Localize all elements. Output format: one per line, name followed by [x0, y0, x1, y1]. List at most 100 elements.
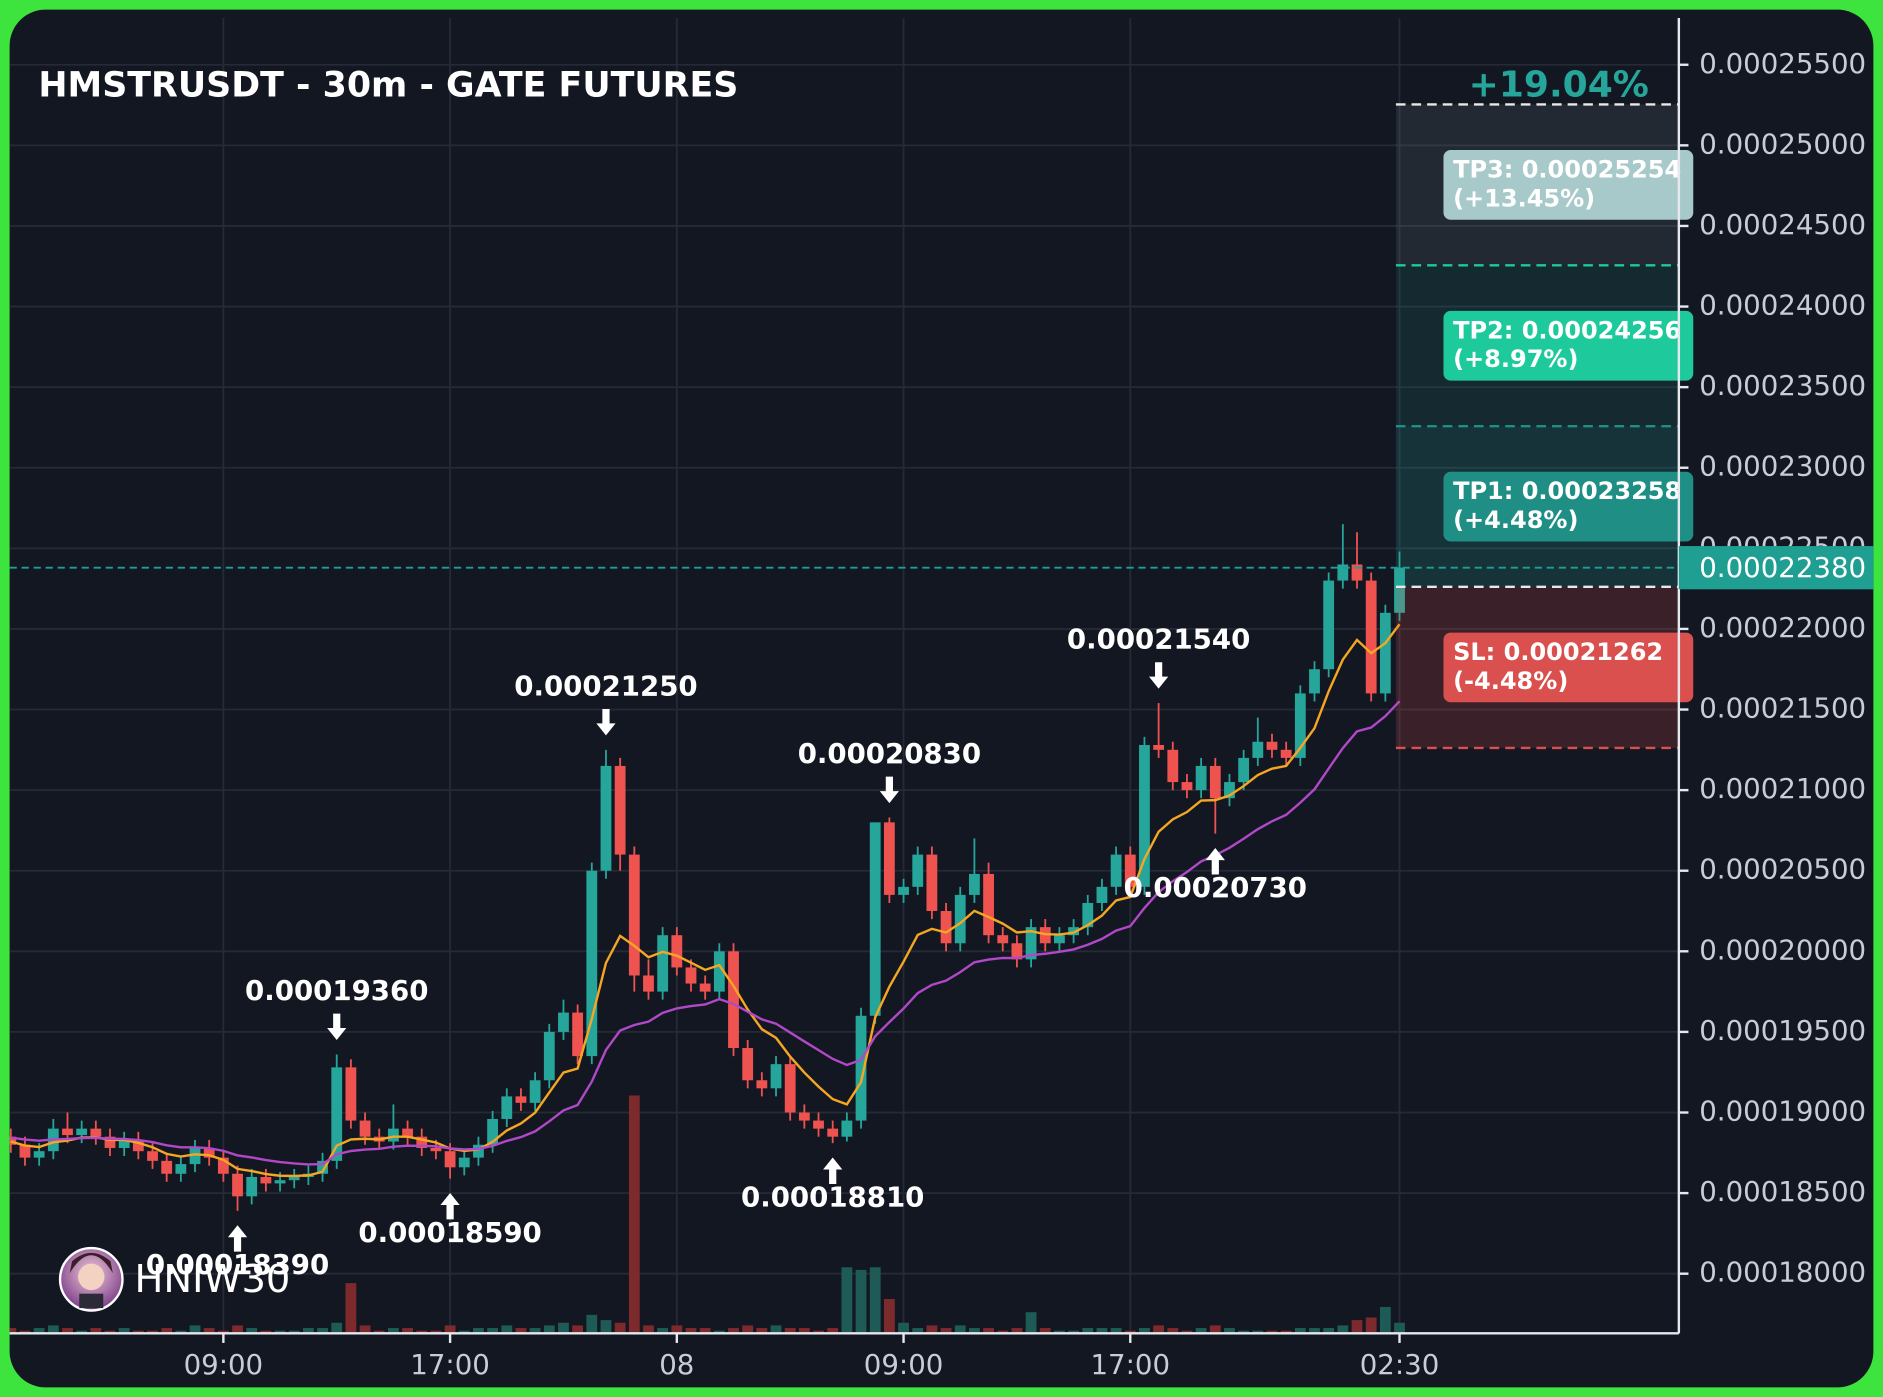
volume-bar	[515, 1328, 527, 1334]
x-tick-label: 09:00	[184, 1348, 264, 1381]
candle-body	[345, 1067, 357, 1121]
arrow-up	[440, 1193, 460, 1220]
volume-bar	[1266, 1330, 1278, 1334]
volume-bar	[473, 1328, 484, 1334]
candle-body	[643, 975, 654, 992]
volume-bar	[90, 1328, 102, 1334]
volume-bar	[1365, 1317, 1377, 1334]
volume-bar	[416, 1330, 428, 1334]
volume-bar	[1351, 1320, 1363, 1334]
x-tick-label: 09:00	[864, 1348, 944, 1381]
volume-bar	[189, 1325, 201, 1334]
volume-bar	[317, 1328, 328, 1334]
volume-bar	[586, 1314, 598, 1334]
background	[9, 9, 1874, 1388]
volume-bar	[373, 1330, 385, 1334]
target-change: (+4.48%)	[1453, 506, 1578, 534]
volume-bar	[572, 1325, 584, 1334]
price-annotation: 0.00018590	[358, 1216, 541, 1249]
last-price-label: 0.00022380	[1699, 551, 1866, 584]
target-change: (+13.45%)	[1453, 184, 1595, 212]
candle-body	[614, 765, 626, 855]
candle-body	[1309, 669, 1320, 694]
volume-bar	[76, 1330, 88, 1334]
candle-body	[983, 873, 994, 936]
volume-bar	[529, 1328, 541, 1334]
candle-body	[1209, 765, 1221, 799]
volume-bar	[1054, 1330, 1065, 1334]
volume-bar	[47, 1325, 59, 1334]
x-tick-label: 08	[659, 1348, 694, 1381]
overlay: 0.00018390 0.00019360 0.00018590 0.00021250…	[9, 64, 1694, 1281]
stop-box	[1443, 632, 1694, 703]
candle-body	[855, 1015, 867, 1121]
volume-bar	[1337, 1325, 1349, 1334]
volume-bar	[1025, 1312, 1037, 1334]
y-tick-label: 0.00021000	[1699, 772, 1866, 805]
volume-bar	[543, 1325, 555, 1334]
volume-bar	[997, 1330, 1009, 1334]
arrow-down	[596, 708, 616, 736]
candle-body	[430, 1147, 442, 1152]
volume-bar	[118, 1328, 130, 1334]
volume-bar	[558, 1322, 569, 1334]
volume-bar	[1110, 1328, 1122, 1334]
volume-bar	[784, 1328, 796, 1334]
candle-body	[515, 1096, 527, 1103]
volume-bar	[798, 1328, 810, 1334]
candle-body	[161, 1160, 173, 1174]
volume-bar	[1096, 1328, 1108, 1334]
candle-body	[1025, 927, 1037, 960]
y-tick-label: 0.00025000	[1699, 127, 1866, 160]
volume-bar	[1082, 1328, 1094, 1334]
volume-bar	[883, 1298, 895, 1334]
candle-body	[798, 1112, 810, 1121]
target-box	[1443, 310, 1694, 381]
target-label: TP2: 0.00024256	[1453, 316, 1681, 344]
volume-bar	[1238, 1330, 1250, 1334]
candle-body	[118, 1139, 130, 1148]
price-annotation: 0.00021250	[514, 669, 697, 702]
candle-body	[458, 1157, 470, 1168]
candle-body	[813, 1120, 824, 1129]
volume-bar	[756, 1328, 768, 1334]
candle-body	[402, 1128, 413, 1137]
volume-bar	[1068, 1330, 1080, 1334]
candle-body	[1082, 902, 1094, 928]
candle-body	[529, 1080, 541, 1103]
volume-bar	[487, 1328, 499, 1334]
volume-bar	[643, 1325, 654, 1334]
volume-bar	[458, 1330, 470, 1334]
y-tick-label: 0.00024000	[1699, 289, 1866, 322]
volume-bar	[9, 1328, 17, 1334]
volume-bar	[260, 1330, 272, 1334]
candle-body	[1294, 693, 1306, 758]
y-tick-label: 0.00025500	[1699, 47, 1866, 80]
volume-bar	[770, 1325, 782, 1334]
volume-bar	[62, 1328, 73, 1334]
candle-body	[997, 935, 1009, 944]
volume-bar	[331, 1322, 343, 1334]
candle-body	[1280, 749, 1292, 758]
candle-body	[175, 1164, 187, 1174]
candle-body	[90, 1128, 102, 1137]
y-tick-label: 0.00020500	[1699, 853, 1866, 886]
avatar-body	[79, 1293, 104, 1309]
candle-body	[359, 1120, 371, 1137]
candle-body	[288, 1176, 300, 1181]
target-box	[1443, 150, 1694, 220]
arrow-down	[327, 1013, 347, 1041]
volume-bar	[1139, 1328, 1150, 1334]
x-tick-label: 02:30	[1360, 1348, 1440, 1381]
candle-body	[147, 1151, 158, 1161]
volume-bar	[104, 1330, 116, 1334]
volume-bar	[175, 1330, 187, 1334]
x-tick-label: 17:00	[1090, 1348, 1170, 1381]
volume-bar	[1280, 1330, 1292, 1334]
avatar-hair	[69, 1252, 113, 1274]
volume-bar	[1309, 1328, 1320, 1334]
candle-body	[416, 1136, 428, 1148]
candle-body	[671, 935, 683, 968]
candle-body	[883, 822, 895, 895]
candle-body	[954, 894, 966, 944]
